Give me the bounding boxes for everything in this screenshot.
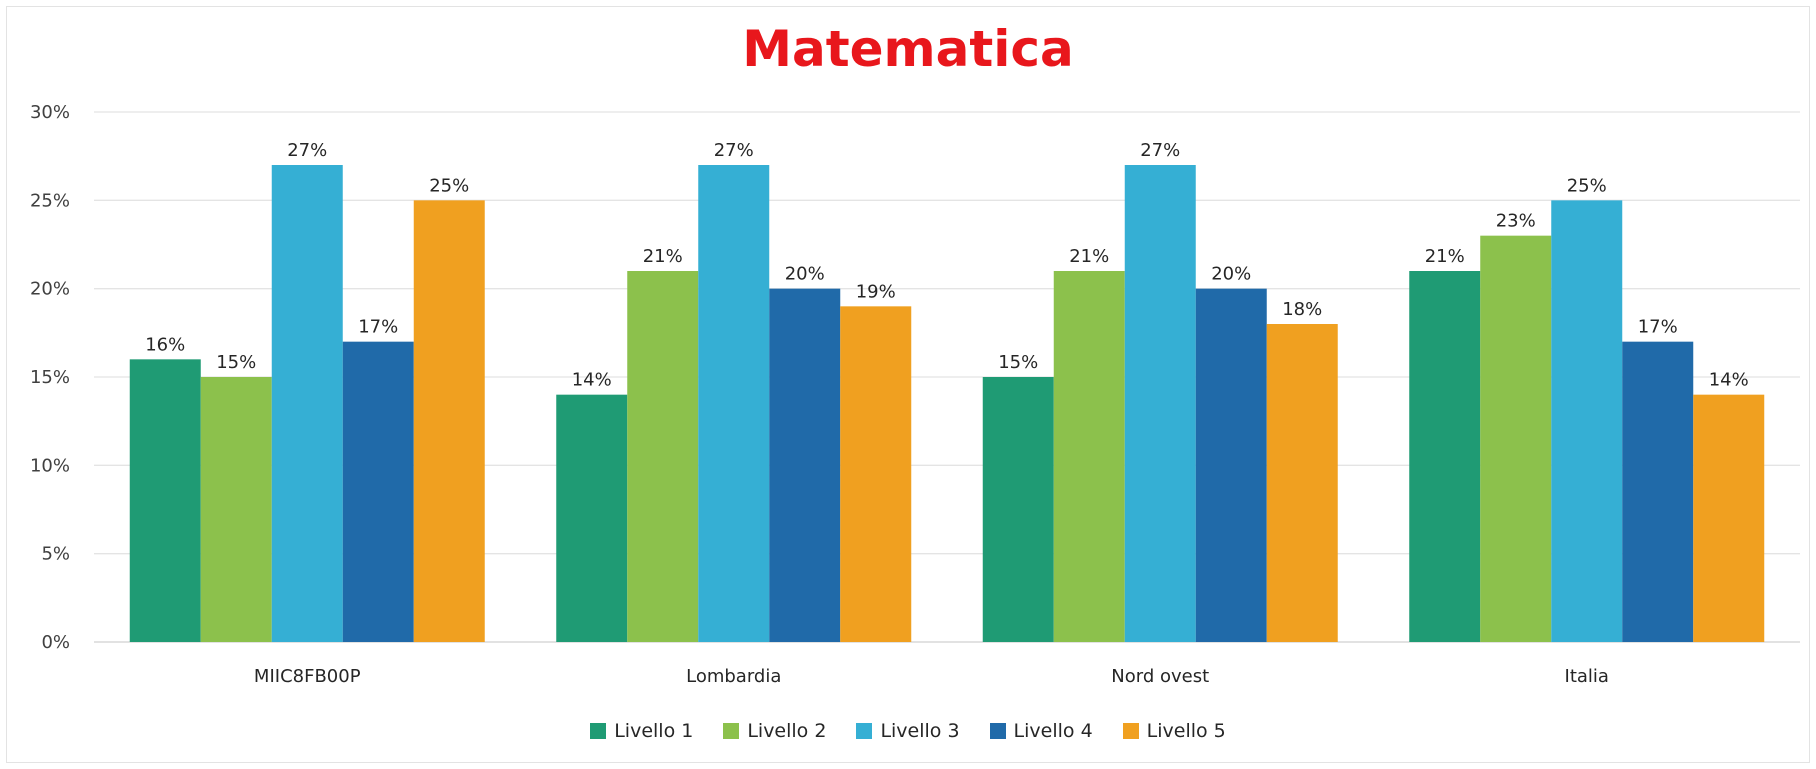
bar xyxy=(1266,324,1338,642)
legend-label: Livello 3 xyxy=(880,720,960,742)
legend-item: Livello 3 xyxy=(856,720,960,742)
bar xyxy=(200,377,272,642)
legend-label: Livello 1 xyxy=(614,720,694,742)
bar xyxy=(1622,341,1694,642)
bar xyxy=(1693,394,1765,642)
bar xyxy=(1409,271,1481,642)
legend-swatch xyxy=(856,723,873,739)
legend-item: Livello 4 xyxy=(989,720,1093,742)
bar xyxy=(982,377,1054,642)
bar xyxy=(1551,200,1623,643)
legend-swatch xyxy=(590,723,607,739)
bar xyxy=(769,288,841,642)
data-label: 25% xyxy=(429,175,469,196)
legend-item: Livello 5 xyxy=(1122,720,1226,742)
y-tick-label: 25% xyxy=(30,190,70,211)
data-label: 14% xyxy=(572,370,612,391)
data-label: 20% xyxy=(785,264,825,285)
data-label: 17% xyxy=(1638,317,1678,338)
data-label: 20% xyxy=(1211,264,1251,285)
legend-swatch xyxy=(989,723,1006,739)
data-label: 27% xyxy=(714,140,754,161)
legend-label: Livello 4 xyxy=(1013,720,1093,742)
data-label: 23% xyxy=(1496,211,1536,232)
bar xyxy=(129,359,201,642)
y-tick-label: 15% xyxy=(30,367,70,388)
data-label: 19% xyxy=(856,281,896,302)
data-label: 21% xyxy=(643,246,683,267)
bar xyxy=(342,341,414,642)
data-label: 27% xyxy=(287,140,327,161)
bar xyxy=(1195,288,1267,642)
bar xyxy=(271,165,343,642)
y-tick-label: 20% xyxy=(30,279,70,300)
y-tick-label: 5% xyxy=(41,544,70,565)
bar xyxy=(1053,271,1125,642)
data-label: 18% xyxy=(1282,299,1322,320)
chart-title: Matematica xyxy=(742,20,1074,78)
bar xyxy=(1124,165,1196,642)
data-label: 15% xyxy=(216,352,256,373)
data-label: 25% xyxy=(1567,175,1607,196)
legend: Livello 1 Livello 2 Livello 3 Livello 4 Live… xyxy=(0,720,1816,742)
bar xyxy=(840,306,912,642)
bar xyxy=(413,200,485,643)
data-label: 17% xyxy=(358,317,398,338)
data-label: 21% xyxy=(1069,246,1109,267)
bar xyxy=(698,165,770,642)
x-tick-label: Lombardia xyxy=(686,666,781,687)
legend-item: Livello 2 xyxy=(723,720,826,742)
data-label: 15% xyxy=(998,352,1038,373)
bar xyxy=(556,394,628,642)
y-tick-label: 30% xyxy=(30,102,70,123)
data-label: 14% xyxy=(1709,370,1749,391)
x-tick-label: Italia xyxy=(1565,666,1609,687)
legend-swatch xyxy=(723,723,740,739)
x-tick-label: Nord ovest xyxy=(1111,666,1209,687)
y-tick-label: 0% xyxy=(41,632,70,653)
bar xyxy=(1480,235,1552,642)
legend-label: Livello 2 xyxy=(747,720,827,742)
bar xyxy=(627,271,699,642)
legend-swatch xyxy=(1122,723,1139,739)
x-tick-label: MIIC8FB00P xyxy=(254,666,361,687)
y-tick-label: 10% xyxy=(30,455,70,476)
legend-item: Livello 1 xyxy=(590,720,693,742)
data-label: 21% xyxy=(1425,246,1465,267)
data-label: 27% xyxy=(1140,140,1180,161)
legend-label: Livello 5 xyxy=(1146,720,1226,742)
data-label: 16% xyxy=(145,334,185,355)
